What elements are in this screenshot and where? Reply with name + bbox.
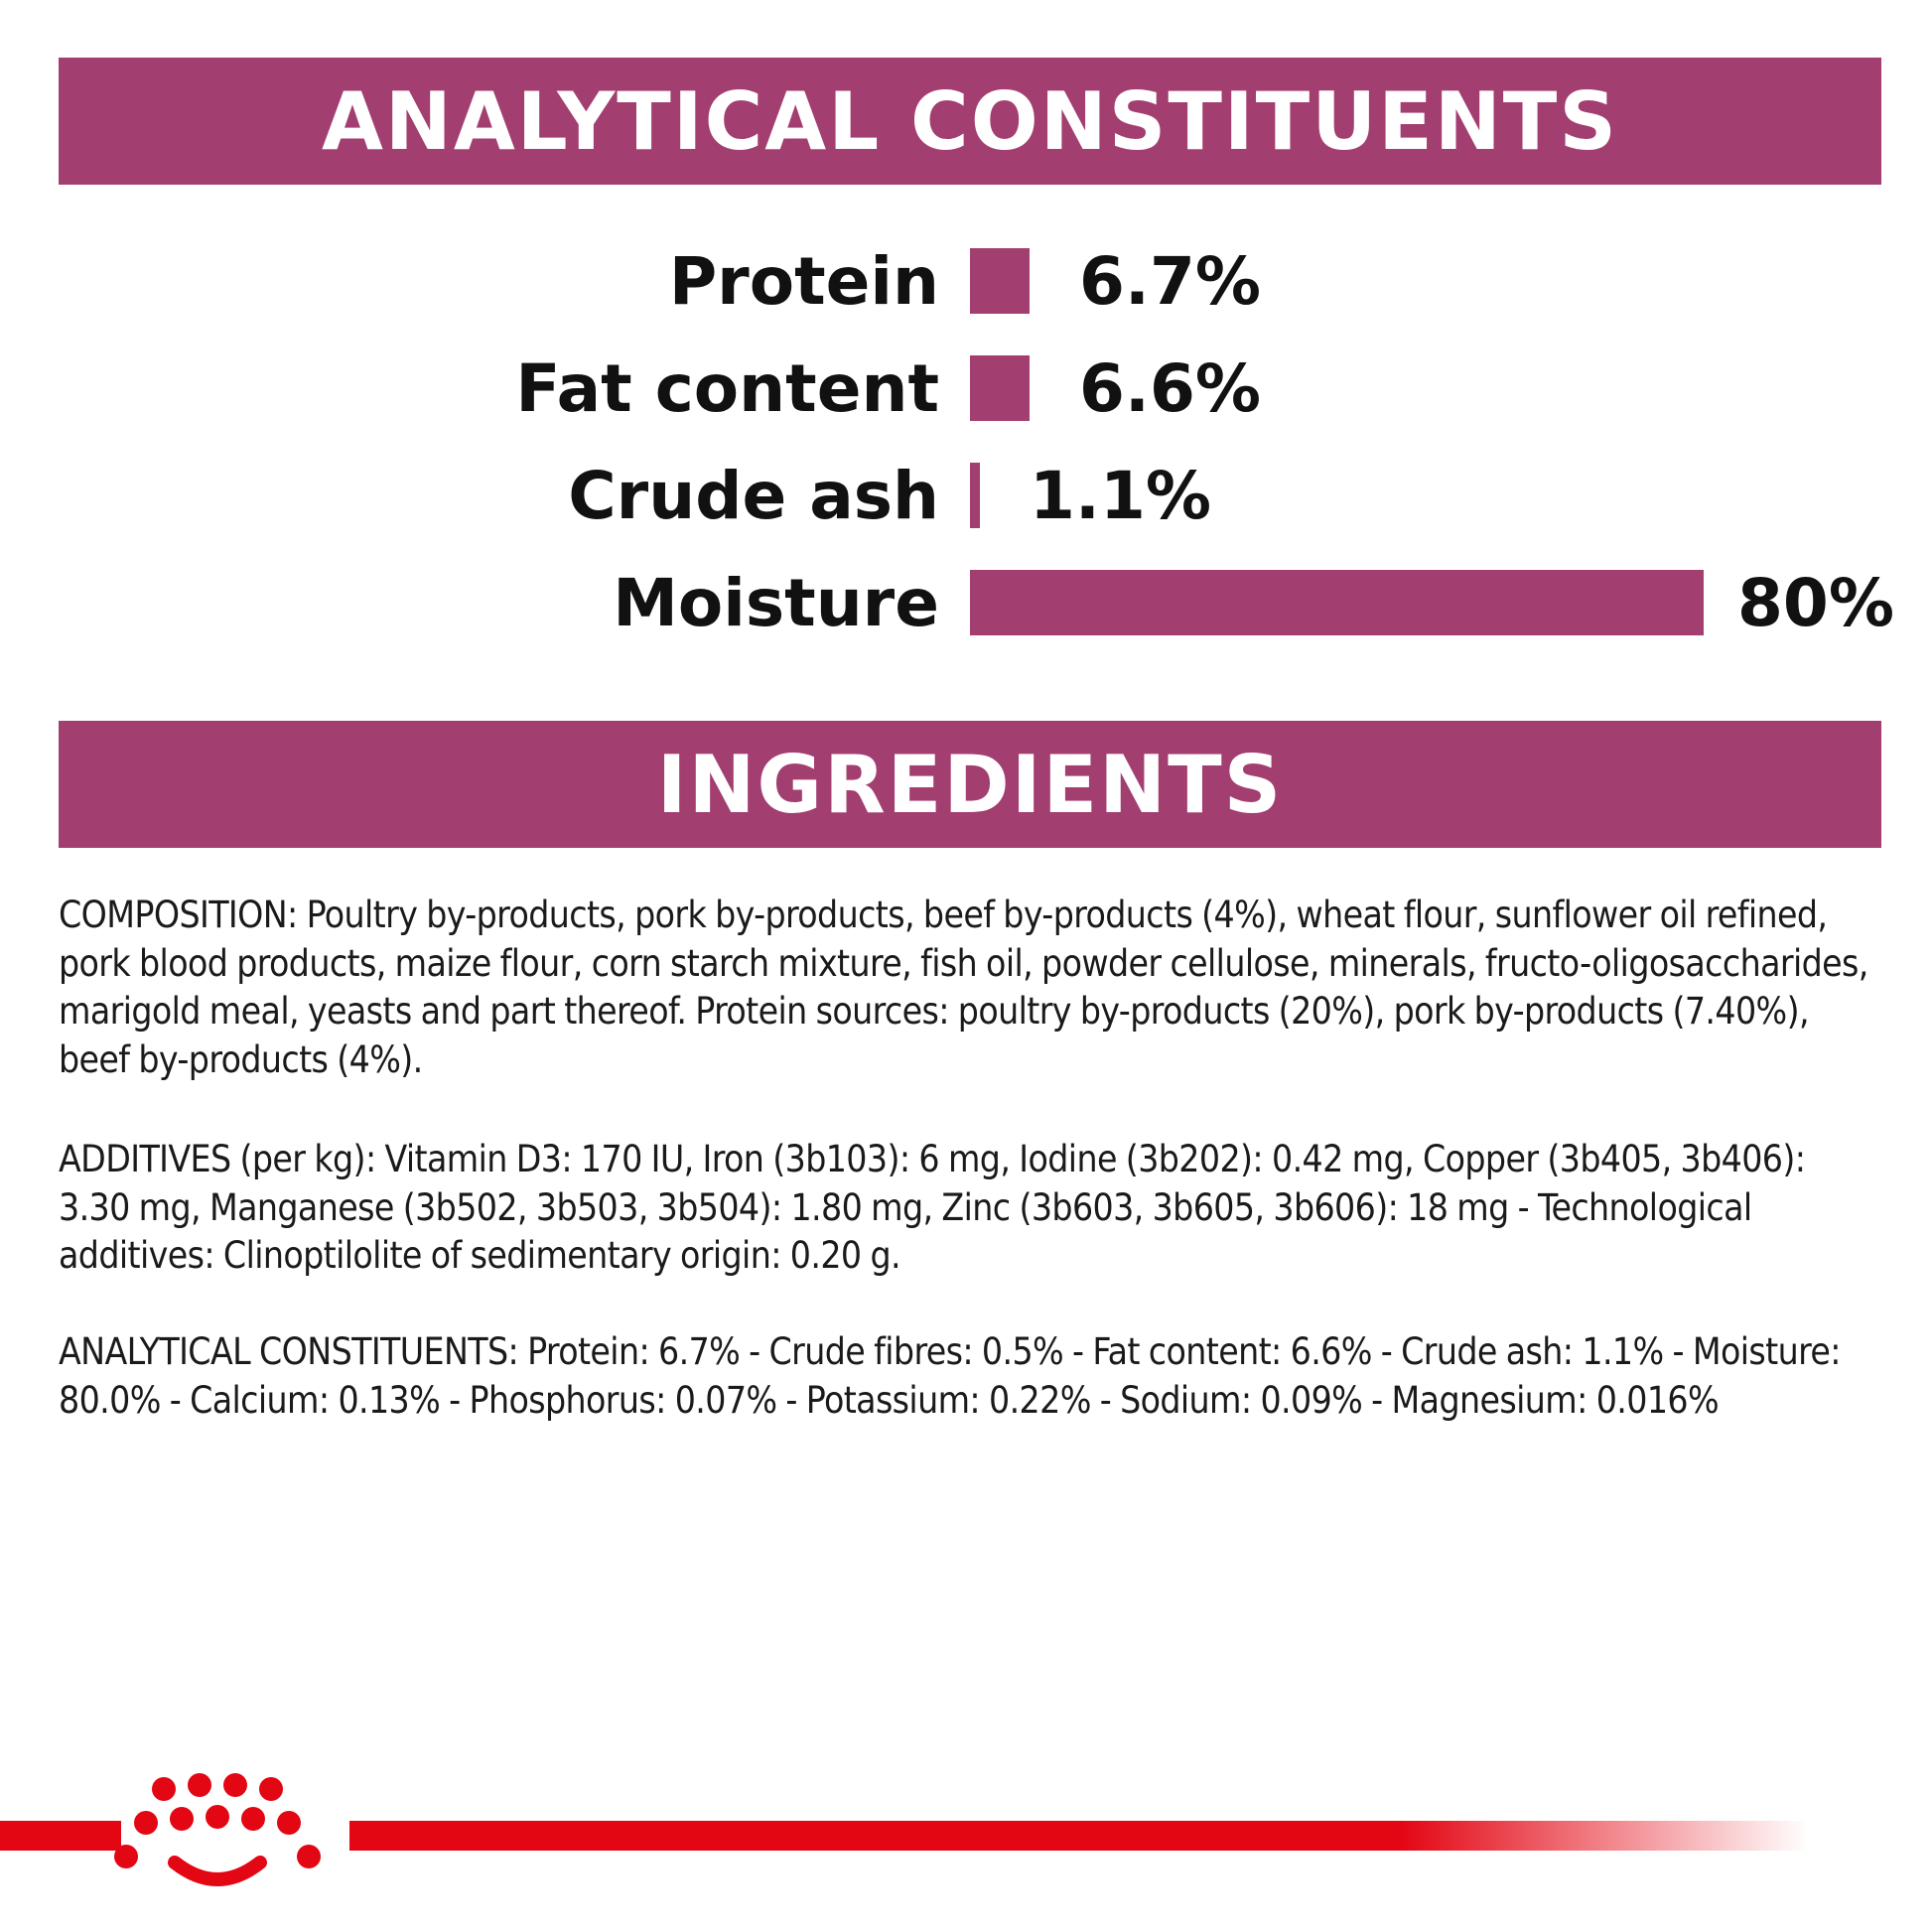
analytical-constituents-banner: ANALYTICAL CONSTITUENTS [59, 58, 1881, 185]
ingredients-banner: INGREDIENTS [59, 721, 1881, 848]
bar-label: Protein [668, 243, 939, 320]
analytical-constituents-title: ANALYTICAL CONSTITUENTS [322, 74, 1618, 168]
footer-line-left [0, 1821, 121, 1851]
bar [970, 570, 1704, 635]
crown-dots [114, 1773, 321, 1868]
bar-row-crude-ash: Crude ash 1.1% [0, 443, 1932, 550]
bar-value-label: 6.6% [1079, 350, 1262, 427]
analytical-bar-chart: Protein 6.7% Fat content 6.6% Crude ash 1.1% M… [0, 228, 1932, 675]
bar [970, 463, 980, 528]
bar [970, 355, 1030, 421]
bar [970, 248, 1030, 314]
bar-row-moisture: Moisture 80% [0, 550, 1932, 657]
additives-paragraph: ADDITIVES (per kg): Vitamin D3: 170 IU, … [59, 1138, 1806, 1277]
royal-canin-crown-logo-icon [0, 1773, 1809, 1886]
bar-label: Crude ash [568, 458, 939, 534]
bar-label: Fat content [515, 350, 939, 427]
composition-paragraph: COMPOSITION: Poultry by-products, pork b… [59, 894, 1868, 1081]
footer-line-right [349, 1821, 1809, 1851]
bar-row-protein: Protein 6.7% [0, 228, 1932, 336]
bar-value-label: 80% [1737, 565, 1894, 641]
bar-value-label: 6.7% [1079, 243, 1262, 320]
crown-base [168, 1856, 267, 1886]
analytical-constituents-paragraph: ANALYTICAL CONSTITUENTS: Protein: 6.7% -… [59, 1330, 1841, 1422]
bar-value-label: 1.1% [1030, 458, 1212, 534]
bar-row-fat-content: Fat content 6.6% [0, 336, 1932, 443]
bar-label: Moisture [613, 565, 939, 641]
ingredients-title: INGREDIENTS [656, 738, 1284, 831]
